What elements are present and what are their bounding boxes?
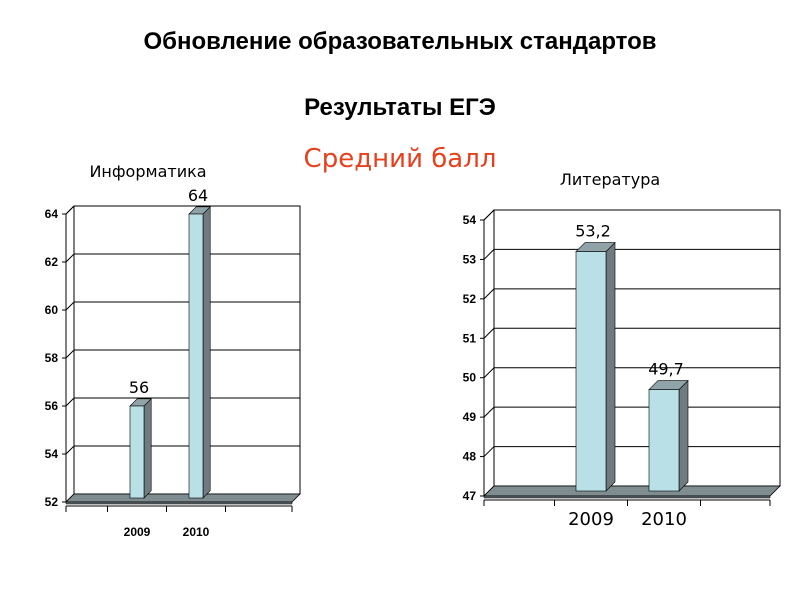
slide-subtitle: Результаты ЕГЭ xyxy=(304,94,496,121)
x-category-label: 2010 xyxy=(641,509,687,530)
gridline xyxy=(65,253,300,263)
gridline xyxy=(483,248,780,260)
bar xyxy=(129,405,145,499)
x-category-label: 2009 xyxy=(568,509,614,530)
gridline xyxy=(65,445,300,455)
slide-title: Обновление образовательных стандартов xyxy=(143,28,657,55)
bar-side xyxy=(202,206,211,499)
bar-side xyxy=(678,379,689,492)
y-axis-top xyxy=(65,205,75,215)
chart-floor-front xyxy=(483,495,771,499)
bar xyxy=(188,213,204,499)
chart-floor-top xyxy=(65,493,301,503)
x-category-label: 2010 xyxy=(183,525,210,539)
y-tick-label: 52 xyxy=(45,495,59,509)
data-label: 64 xyxy=(188,186,208,205)
bar xyxy=(648,389,680,492)
bar-side xyxy=(143,398,152,499)
metric-label: Средний балл xyxy=(303,144,497,174)
bar-side xyxy=(605,241,616,492)
y-tick-label: 64 xyxy=(45,207,59,221)
plot-back-wall xyxy=(493,209,781,487)
y-tick-label: 60 xyxy=(45,303,59,317)
gridline xyxy=(65,301,300,311)
data-label: 49,7 xyxy=(648,360,684,379)
chart-title: Литература xyxy=(560,170,660,189)
data-label: 53,2 xyxy=(575,222,611,241)
y-tick-label: 58 xyxy=(45,351,59,365)
gridline xyxy=(483,288,780,300)
data-label: 56 xyxy=(129,378,149,397)
chart-title: Информатика xyxy=(89,162,206,181)
y-tick-label: 50 xyxy=(463,371,477,385)
gridline xyxy=(483,327,780,339)
y-tick-label: 48 xyxy=(463,450,477,464)
y-tick-label: 47 xyxy=(463,489,477,503)
bar xyxy=(575,251,607,492)
y-tick-label: 52 xyxy=(463,292,477,306)
chart-floor-front xyxy=(65,501,293,505)
gridline xyxy=(65,397,300,407)
gridline xyxy=(483,367,780,379)
chart-floor-top xyxy=(483,485,781,497)
y-tick-label: 51 xyxy=(463,331,477,345)
y-tick-label: 54 xyxy=(463,213,477,227)
y-tick-label: 56 xyxy=(45,399,59,413)
y-tick-label: 54 xyxy=(45,447,59,461)
y-axis-top xyxy=(483,209,495,221)
y-tick-label: 62 xyxy=(45,255,59,269)
y-tick-label: 49 xyxy=(463,410,477,424)
gridline xyxy=(65,349,300,359)
y-tick-label: 53 xyxy=(463,252,477,266)
x-category-label: 2009 xyxy=(124,525,151,539)
